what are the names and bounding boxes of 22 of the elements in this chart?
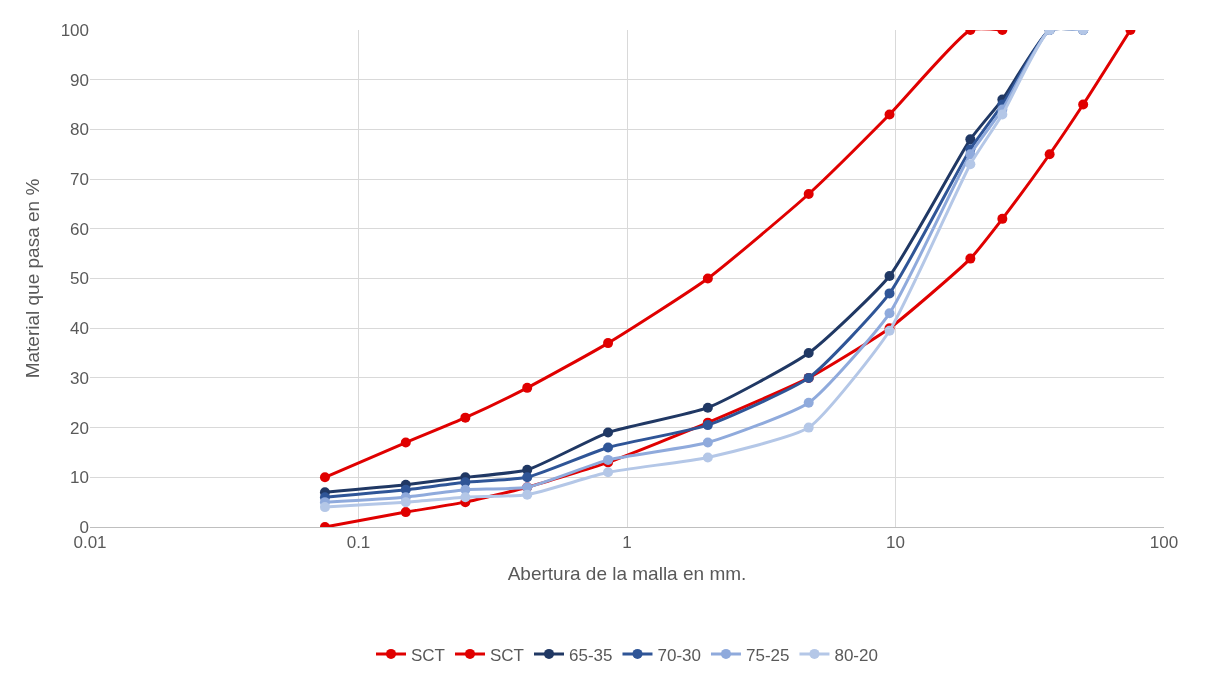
x-axis-title: Abertura de la malla en mm. [507,563,747,585]
legend-label: 80-20 [834,645,878,665]
y-axis-title: Material que pasa en % [22,178,44,379]
legend-label: SCT [411,645,445,665]
x-tick-label: 10 [886,533,905,553]
y-tick-label: 90 [70,70,89,90]
x-tick-label: 1 [622,533,632,553]
y-tick-label: 30 [70,368,89,388]
y-tick-label: 10 [70,468,89,488]
y-tick-label: 100 [60,20,89,40]
y-tick-label: 20 [70,418,89,438]
x-tick-label: 100 [1149,533,1179,553]
y-tick-label: 50 [70,269,89,289]
legend-label: 65-35 [569,645,613,665]
legend-label: SCT [490,645,524,665]
y-tick-label: 60 [70,219,89,239]
y-tick-label: 40 [70,319,89,339]
legend-label: 75-25 [745,645,790,665]
x-tick-label: 0.1 [346,533,371,553]
y-tick-label: 70 [70,170,89,190]
y-tick-label: 80 [70,120,89,140]
legend-label: 70-30 [657,645,701,665]
